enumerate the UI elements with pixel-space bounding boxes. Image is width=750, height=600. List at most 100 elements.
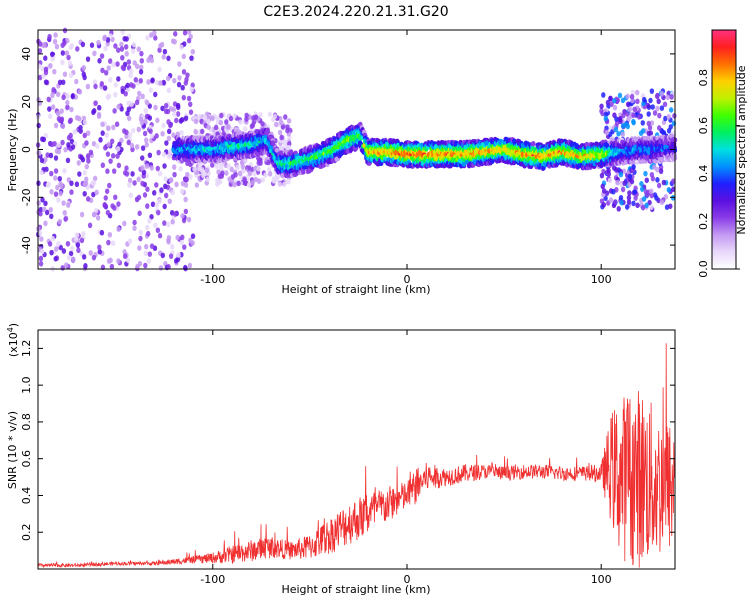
spectrogram-cell <box>139 57 145 64</box>
spectrogram-cell <box>162 48 168 55</box>
spectrogram-cell <box>605 99 611 106</box>
spectrogram-cell <box>599 103 604 110</box>
spectrogram-cell <box>172 171 177 178</box>
spectrogram-cell <box>110 240 116 246</box>
spectrogram-cell <box>170 189 175 196</box>
spectrogram-cell <box>635 202 640 209</box>
spectrogram-cell <box>267 111 273 118</box>
spectrogram-cell <box>647 124 653 131</box>
spectrogram-cell <box>37 230 43 237</box>
spectrogram-cell <box>140 165 145 171</box>
spectrogram-cell <box>89 42 95 48</box>
spectrogram-cell <box>155 165 161 172</box>
spectrogram-cell <box>173 31 178 37</box>
spectrogram-cell <box>144 243 149 250</box>
spectrogram-cell <box>116 258 121 264</box>
spectrogram-cell <box>88 149 94 156</box>
spectrogram-cell <box>74 232 80 238</box>
spectrogram-cell <box>39 157 45 164</box>
spectrogram-cell <box>162 220 167 226</box>
spectrogram-cell <box>206 118 211 125</box>
spectrogram-cell <box>58 190 63 197</box>
spectrogram-cell <box>173 257 179 264</box>
spectrogram-cell <box>92 50 97 57</box>
spectrogram-cell <box>601 202 607 208</box>
spectrogram-cell <box>53 155 59 161</box>
spectrogram-cell <box>607 177 613 184</box>
spectrogram-cell <box>180 213 185 219</box>
spectrogram-cell <box>249 123 255 130</box>
spectrogram-cell <box>75 242 81 248</box>
spectrogram-cell <box>79 211 85 218</box>
spectrogram-cell <box>256 165 261 172</box>
spectrogram-cell <box>83 180 89 187</box>
spectrogram-cell <box>615 179 620 186</box>
spectrogram-cell <box>179 239 185 246</box>
spectrogram-cell <box>127 177 133 184</box>
spectrogram-cell <box>227 176 232 182</box>
spectrogram-cell <box>129 142 135 149</box>
spectrogram-cell <box>644 192 650 198</box>
spectrogram-cell <box>102 85 108 91</box>
spectrogram-cell <box>175 104 181 111</box>
spectrogram-cell <box>149 165 154 171</box>
spectrogram-cell <box>658 168 664 175</box>
spectrogram-cell <box>66 254 72 261</box>
spectrogram-cell <box>91 141 97 147</box>
spectrogram-cell <box>620 123 626 129</box>
spectrogram-cell <box>112 108 117 114</box>
spectrogram-cell <box>84 176 89 183</box>
spectrogram-cell <box>149 243 155 249</box>
spectrogram-cell <box>43 79 49 85</box>
spectrogram-cell <box>671 178 676 184</box>
spectrogram-cell <box>55 110 61 117</box>
spectrogram-cell <box>98 137 103 143</box>
spectrogram-cell <box>126 59 132 65</box>
spectrogram-cell <box>60 50 66 56</box>
spectrogram-cell <box>45 152 50 158</box>
spectrogram-cell <box>193 128 198 135</box>
spectrogram-cell <box>280 172 285 179</box>
spectrogram-cell <box>85 83 91 90</box>
spectrogram-cell <box>146 79 151 85</box>
spectrogram-cell <box>641 196 647 202</box>
spectrogram-cell <box>260 121 265 127</box>
spectrogram-cell <box>621 112 626 119</box>
spectrogram-cell <box>665 94 671 101</box>
spectrogram-cell <box>47 241 53 247</box>
spectrogram-cell <box>162 203 167 210</box>
spectrogram-cell <box>216 169 221 175</box>
spectrogram-cell <box>82 169 87 176</box>
spectrogram-cell <box>123 44 129 50</box>
spectrogram-cell <box>154 202 160 208</box>
spectrogram-cell <box>148 87 154 94</box>
spectrogram-cell <box>81 65 87 71</box>
spectrogram-cell <box>186 95 192 102</box>
spectrogram-cell <box>127 238 133 245</box>
spectrogram-cell <box>50 92 55 99</box>
spectrogram-cell <box>622 180 627 187</box>
spectrogram-cell <box>122 253 128 260</box>
spectrogram-cell <box>650 104 655 110</box>
spectrogram-cell <box>131 41 137 48</box>
spectrogram-cell <box>649 204 654 210</box>
spectrogram-cell <box>39 169 44 176</box>
spectrogram-cell <box>617 92 623 99</box>
spectrogram-cell <box>271 176 276 182</box>
spectrogram-cell <box>205 176 210 182</box>
spectrogram-cell <box>84 163 89 170</box>
spectrogram-cell <box>75 46 80 52</box>
spectrogram-cell <box>49 213 54 220</box>
spectrogram-cell <box>132 225 137 232</box>
spectrogram-cell <box>140 180 145 187</box>
spectrogram-cell <box>68 250 74 257</box>
spectrogram-cell <box>656 98 661 105</box>
spectrogram-cell <box>91 254 97 261</box>
spectrogram-cell <box>163 183 168 190</box>
spectrogram-cell <box>215 115 220 122</box>
spectrogram-cell <box>104 132 110 138</box>
spectrogram-cell <box>158 80 163 86</box>
spectrogram-cell <box>635 98 640 105</box>
spectrogram-cell <box>139 50 144 57</box>
spectrogram-cell <box>77 171 82 177</box>
